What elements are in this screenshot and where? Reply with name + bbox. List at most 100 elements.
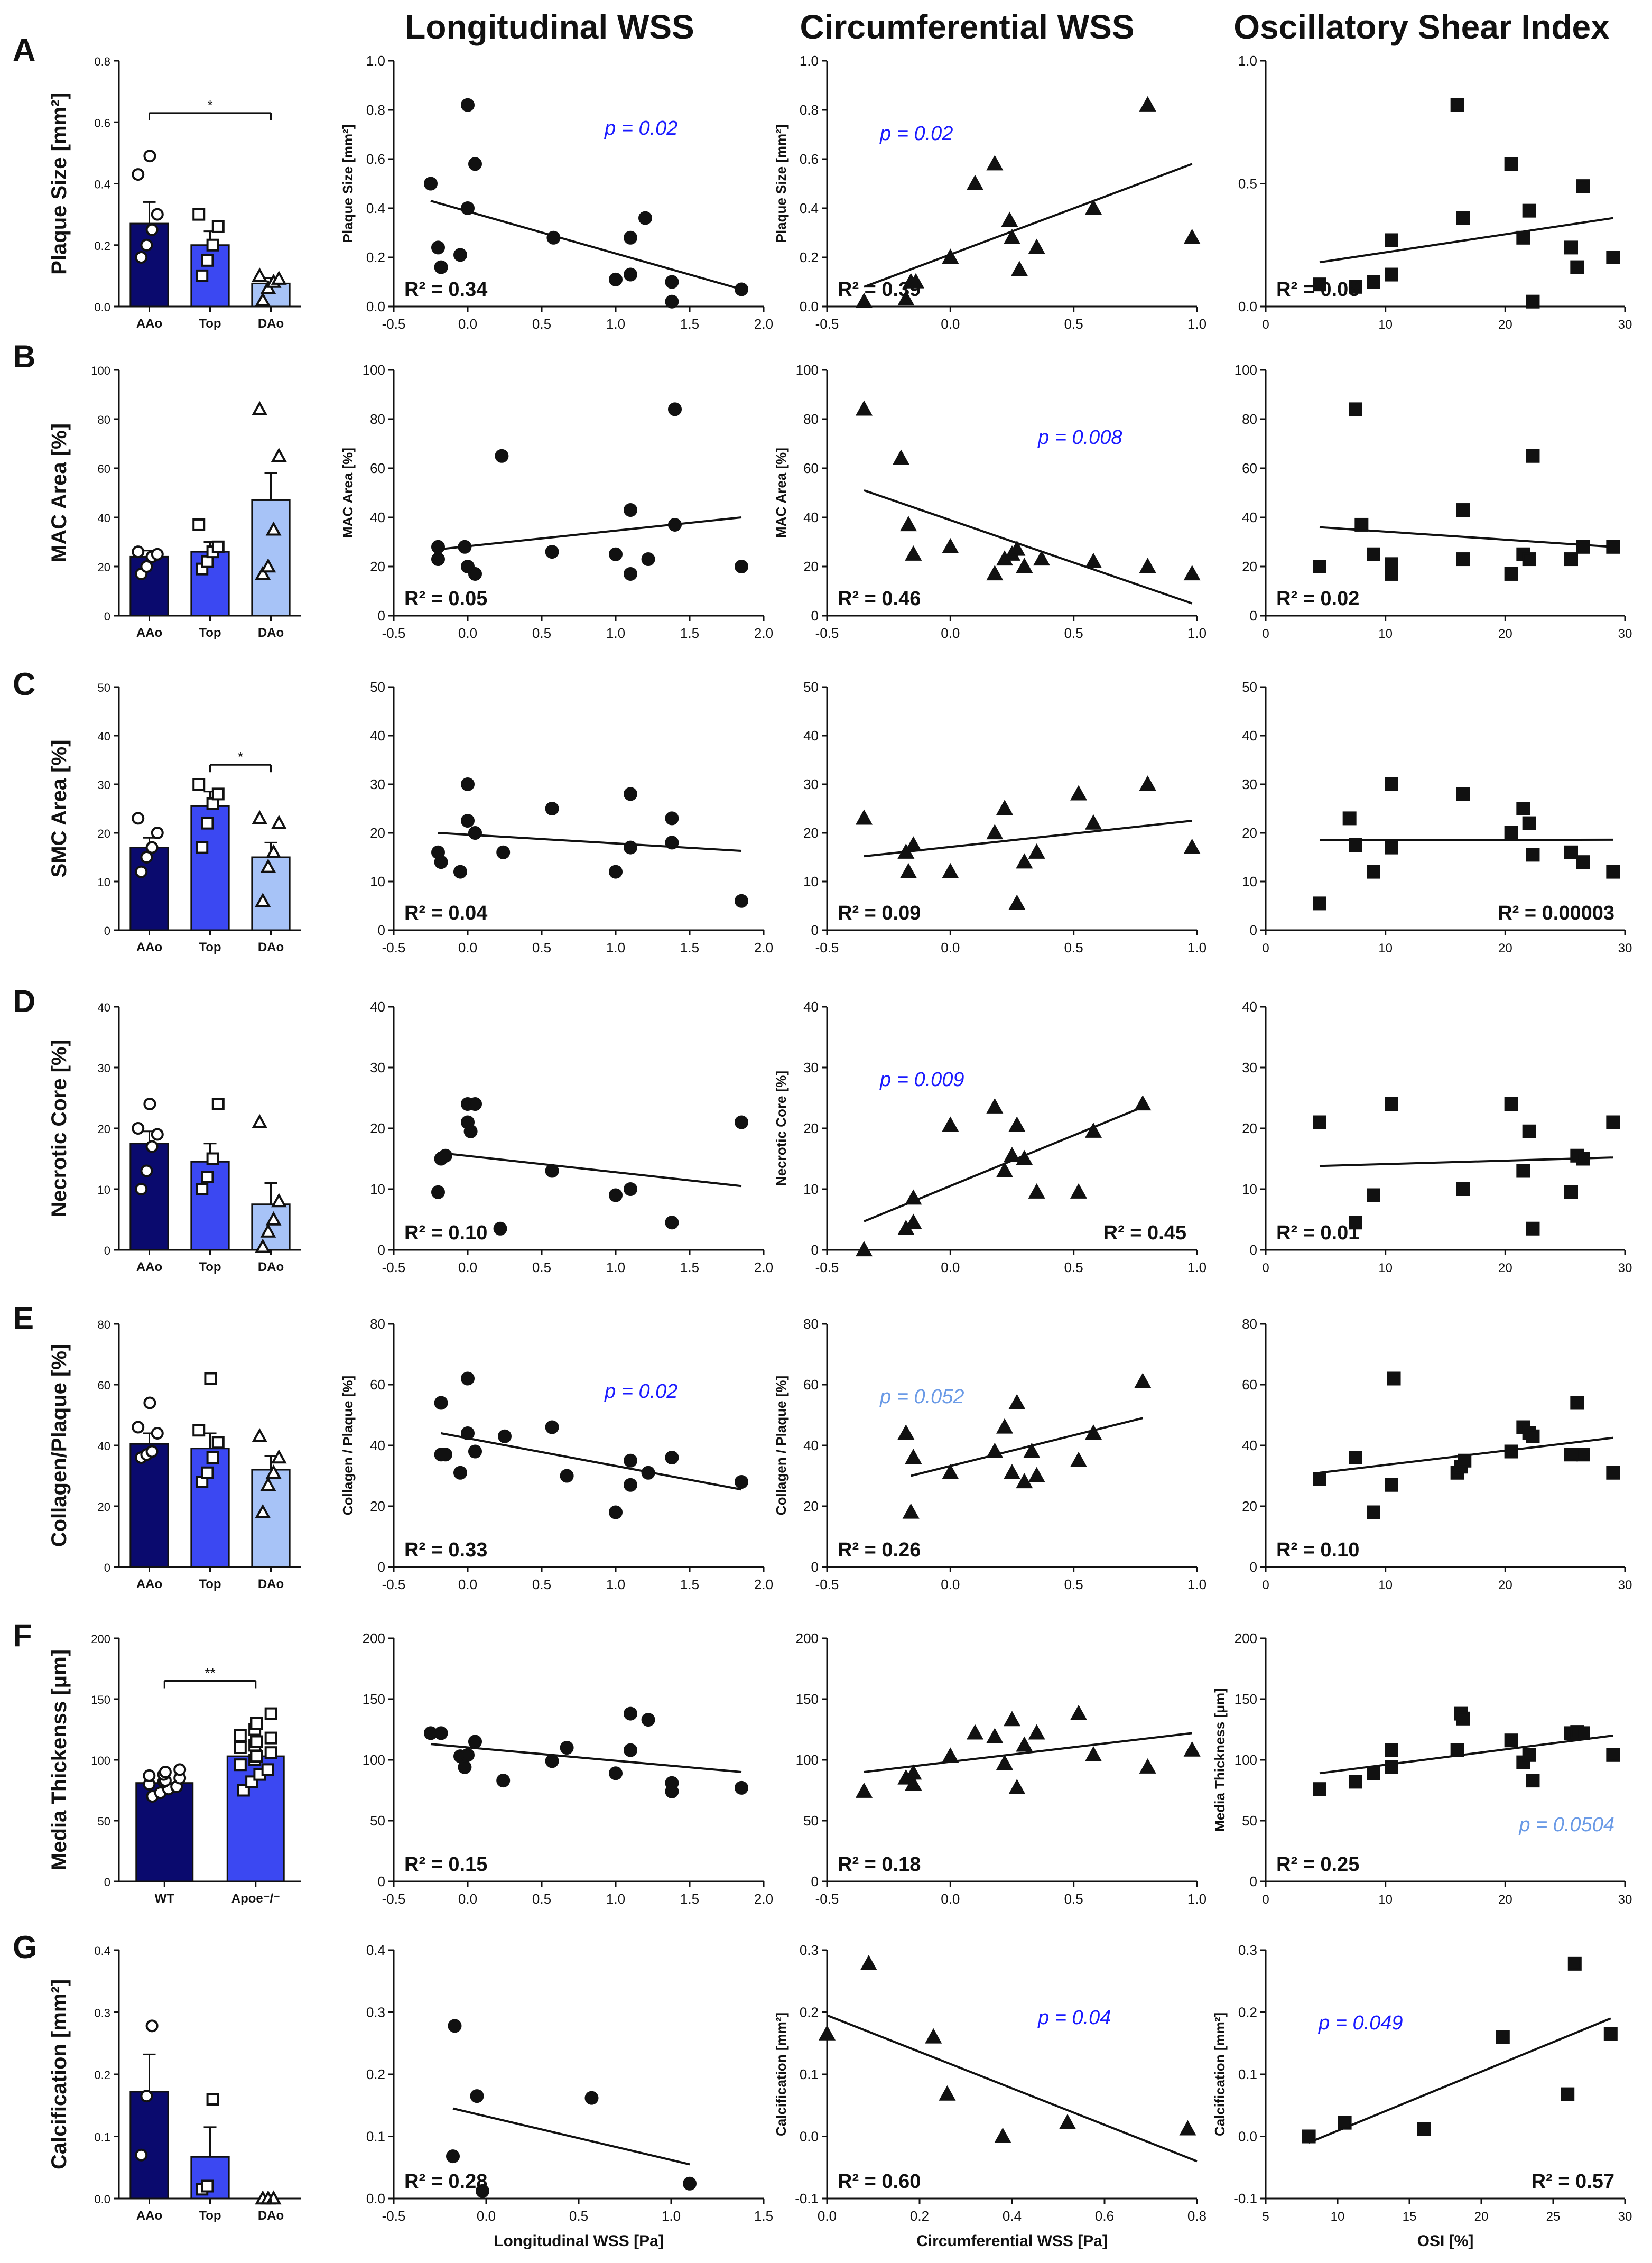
y-tick-label: 0 bbox=[378, 608, 385, 624]
data-point bbox=[1313, 1115, 1326, 1129]
data-point bbox=[897, 843, 915, 859]
data-point bbox=[192, 1424, 206, 1437]
y-tick-label: 0.4 bbox=[800, 200, 819, 216]
row-label-g: G bbox=[13, 1930, 38, 1965]
y-axis-label: Collagen/Plaque [%] bbox=[48, 1344, 71, 1547]
regression-line bbox=[452, 2107, 690, 2166]
y-tick-label: 50 bbox=[1242, 1813, 1257, 1829]
data-point bbox=[458, 540, 472, 554]
data-point bbox=[560, 1469, 574, 1483]
x-tick-label: 25 bbox=[1546, 2210, 1561, 2224]
column-title-longitudinal: Longitudinal WSS bbox=[405, 8, 694, 46]
y-tick-label: 100 bbox=[796, 362, 819, 378]
data-point bbox=[905, 1449, 922, 1464]
data-point bbox=[1564, 1185, 1578, 1199]
bar bbox=[135, 1782, 194, 1882]
data-point bbox=[140, 238, 153, 252]
y-tick-label: 100 bbox=[1235, 1752, 1257, 1768]
data-point bbox=[1385, 1478, 1398, 1492]
data-point bbox=[1576, 540, 1590, 554]
x-tick-label: 10 bbox=[1378, 318, 1393, 332]
x-axis-label: Circumferential WSS [Pa] bbox=[916, 2232, 1108, 2250]
x-tick-label: DAo bbox=[258, 2209, 284, 2223]
data-point bbox=[463, 1124, 478, 1138]
data-point bbox=[624, 840, 637, 855]
data-point bbox=[1606, 865, 1620, 879]
data-point bbox=[1179, 2120, 1196, 2136]
y-tick-label: 60 bbox=[370, 460, 385, 476]
x-tick-label: 0.5 bbox=[532, 625, 551, 641]
data-point bbox=[1516, 230, 1530, 245]
data-point bbox=[255, 1238, 271, 1253]
y-tick-label: 100 bbox=[91, 364, 110, 377]
x-tick-label: DAo bbox=[258, 1260, 284, 1274]
data-point bbox=[264, 1746, 277, 1759]
r-squared-label: R² = 0.09 bbox=[838, 902, 921, 924]
x-tick-label: 10 bbox=[1378, 1578, 1393, 1592]
x-tick-label: 10 bbox=[1378, 1893, 1393, 1907]
data-point bbox=[439, 1448, 452, 1462]
data-point bbox=[132, 1421, 145, 1434]
x-tick-label: 0.0 bbox=[941, 625, 960, 641]
x-tick-label: 1.0 bbox=[606, 940, 625, 956]
data-point bbox=[1070, 1183, 1088, 1199]
data-point bbox=[665, 294, 679, 309]
data-point bbox=[1139, 558, 1156, 573]
data-point bbox=[665, 275, 679, 289]
y-tick-label: 200 bbox=[91, 1633, 110, 1646]
x-tick-label: Apoe⁻/⁻ bbox=[231, 1891, 280, 1906]
x-tick-label: 2.0 bbox=[754, 1259, 773, 1275]
r-squared-label: R² = 0.06 bbox=[1276, 279, 1359, 301]
r-squared-label: R² = 0.26 bbox=[838, 1539, 921, 1561]
y-tick-label: 20 bbox=[370, 1498, 385, 1514]
data-point bbox=[545, 1754, 559, 1768]
data-point bbox=[1385, 1760, 1398, 1774]
data-point bbox=[132, 545, 145, 559]
x-tick-label: -0.5 bbox=[815, 940, 839, 956]
data-point bbox=[468, 1444, 482, 1459]
y-tick-label: 80 bbox=[1242, 411, 1257, 427]
data-point bbox=[641, 552, 655, 567]
y-tick-label: 60 bbox=[98, 1379, 110, 1392]
y-tick-label: 0.3 bbox=[366, 2005, 385, 2020]
y-tick-label: 1.0 bbox=[1238, 53, 1257, 69]
y-tick-label: 0.4 bbox=[366, 1942, 385, 1958]
y-tick-label: 1.0 bbox=[366, 53, 385, 69]
data-point bbox=[1139, 1758, 1156, 1774]
data-point bbox=[1385, 777, 1398, 791]
y-tick-label: 40 bbox=[98, 512, 110, 525]
x-tick-label: 30 bbox=[1618, 2210, 1632, 2224]
y-tick-label: 0 bbox=[104, 924, 110, 938]
data-point bbox=[453, 248, 467, 262]
data-point bbox=[192, 518, 206, 531]
data-point bbox=[942, 1116, 959, 1132]
data-point bbox=[145, 2019, 159, 2033]
x-tick-label: 1.5 bbox=[680, 625, 699, 641]
x-tick-label: AAo bbox=[136, 940, 162, 954]
y-tick-label: 80 bbox=[370, 411, 385, 427]
data-point bbox=[892, 449, 910, 465]
bar bbox=[129, 1443, 169, 1568]
data-point bbox=[206, 1451, 219, 1464]
data-point bbox=[255, 292, 271, 307]
y-tick-label: 0 bbox=[1250, 1559, 1257, 1575]
y-tick-label: 1.0 bbox=[800, 53, 819, 69]
data-point bbox=[624, 503, 637, 517]
data-point bbox=[905, 1213, 922, 1229]
x-tick-label: 10 bbox=[1378, 1261, 1393, 1275]
data-point bbox=[624, 567, 637, 581]
y-tick-label: 0.1 bbox=[366, 2129, 385, 2145]
x-tick-label: 1.0 bbox=[662, 2208, 681, 2224]
x-tick-label: 0.5 bbox=[1064, 940, 1083, 956]
regression-line bbox=[1319, 1735, 1613, 1775]
data-point bbox=[271, 814, 287, 829]
data-point bbox=[897, 1424, 915, 1440]
data-point bbox=[966, 174, 984, 190]
data-point bbox=[424, 177, 438, 191]
data-point bbox=[683, 2176, 697, 2191]
y-tick-label: 0.0 bbox=[800, 2129, 819, 2145]
y-axis-label: Plaque Size [mm²] bbox=[48, 92, 71, 275]
data-point bbox=[1504, 157, 1518, 171]
regression-line bbox=[438, 1152, 742, 1188]
data-point bbox=[173, 1763, 187, 1776]
